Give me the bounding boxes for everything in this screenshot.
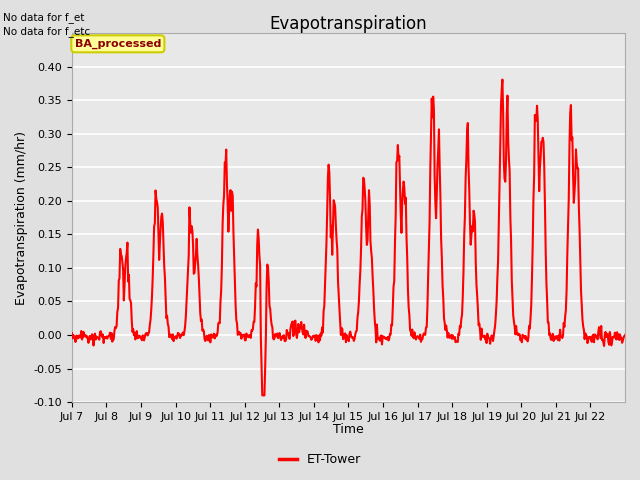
Text: No data for f_et: No data for f_et xyxy=(3,12,84,23)
Legend: ET-Tower: ET-Tower xyxy=(273,448,367,471)
Y-axis label: Evapotranspiration (mm/hr): Evapotranspiration (mm/hr) xyxy=(15,131,28,305)
X-axis label: Time: Time xyxy=(333,423,364,436)
Title: Evapotranspiration: Evapotranspiration xyxy=(269,15,428,33)
Text: BA_processed: BA_processed xyxy=(75,39,161,49)
Text: No data for f_etc: No data for f_etc xyxy=(3,26,90,37)
